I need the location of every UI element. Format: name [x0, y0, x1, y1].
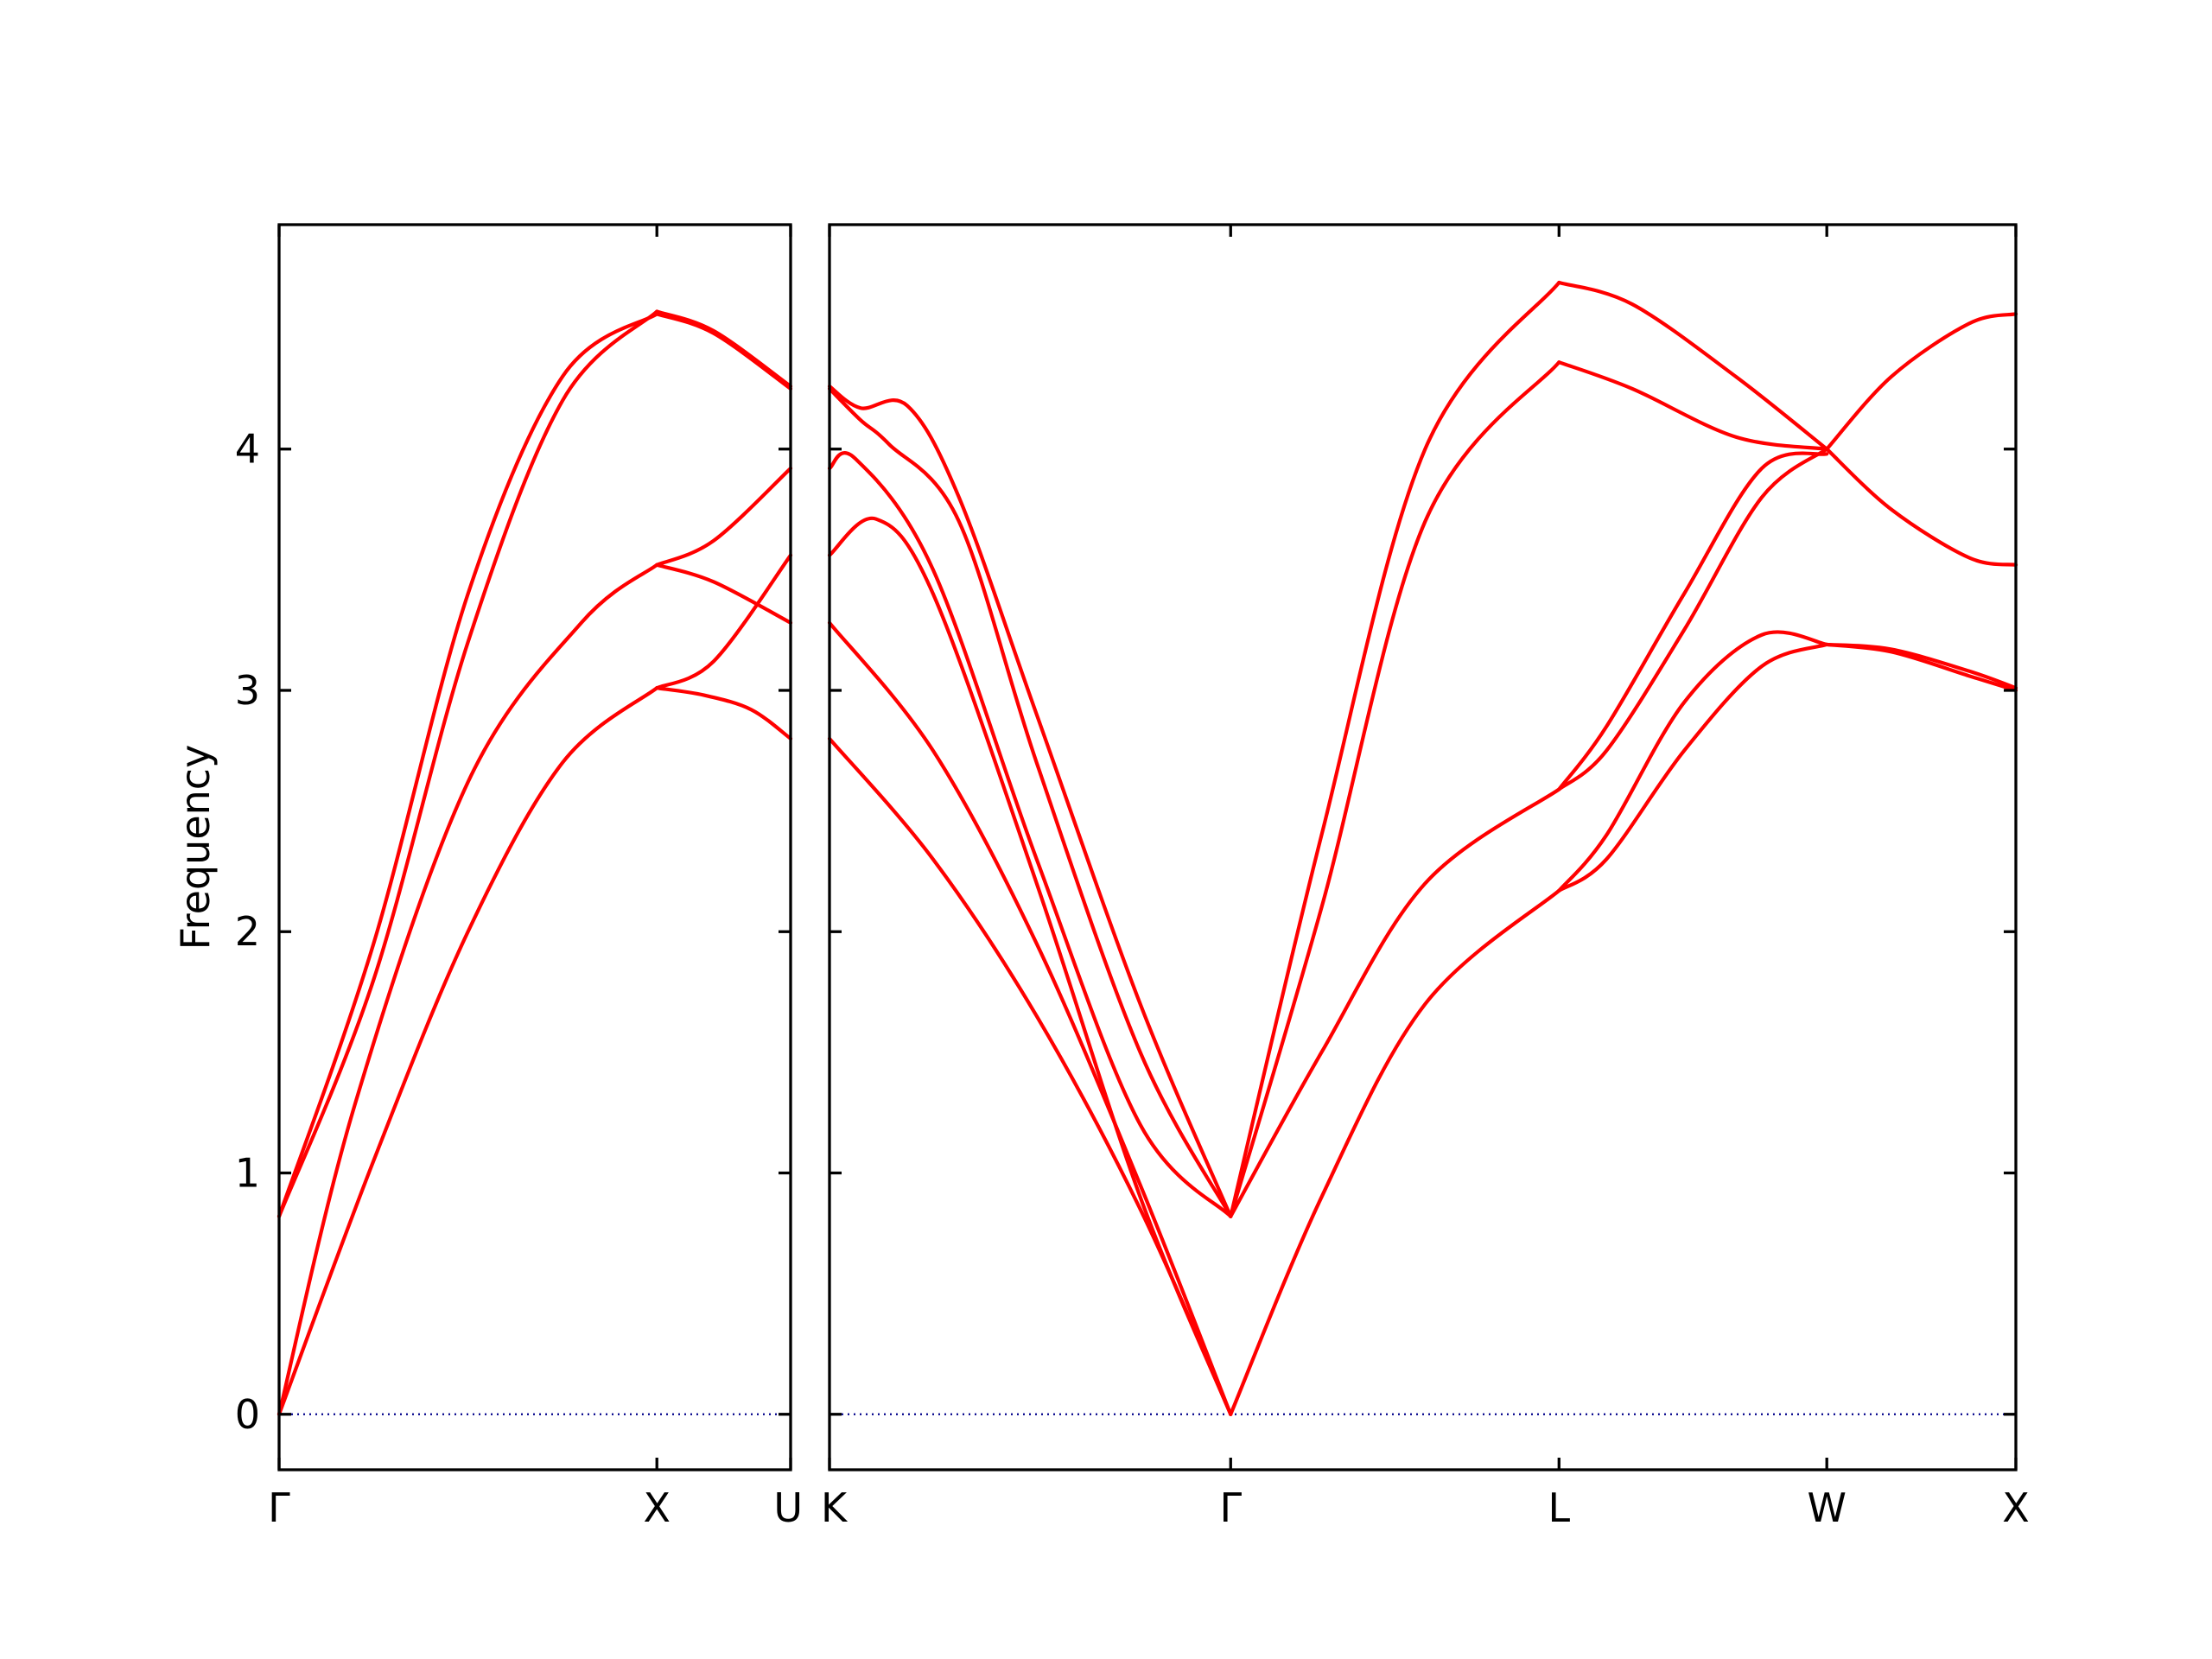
phonon-band-line: [827, 386, 1233, 1218]
phonon-band-line: [655, 563, 793, 625]
phonon-band-line: [655, 686, 793, 741]
phonon-band-line: [1825, 312, 2018, 451]
phonon-band-line: [827, 451, 1233, 1218]
plot-frame: [277, 223, 792, 1471]
chart-panel-left: 0 1 2 3 4 Γ X U: [235, 223, 803, 1531]
phonon-band-line: [1229, 888, 1561, 1416]
y-tick-label: 2: [235, 908, 260, 955]
phonon-band-line: [1557, 360, 1829, 451]
phonon-band-line: [1557, 451, 1829, 791]
x-tick-label: W: [1807, 1484, 1846, 1531]
x-tick-label: X: [643, 1484, 671, 1531]
y-tick-label: 3: [235, 667, 260, 714]
phonon-band-line: [1557, 447, 1829, 791]
x-tick-label: Γ: [268, 1484, 290, 1531]
y-tick-label: 0: [235, 1391, 260, 1438]
x-tick-label: K: [821, 1484, 849, 1531]
y-axis-label: Frequency: [172, 745, 219, 950]
phonon-band-line: [655, 553, 793, 690]
phonon-band-line: [1557, 280, 1829, 451]
phonon-band-line: [1229, 280, 1561, 1218]
phonon-band-line: [1557, 630, 1829, 893]
phonon-band-line: [1825, 447, 2018, 567]
phonon-band-line: [655, 309, 793, 389]
phonon-band-line: [276, 563, 659, 1416]
x-tick-label: Γ: [1219, 1484, 1242, 1531]
x-tick-label: X: [2002, 1484, 2030, 1531]
phonon-band-line: [655, 312, 793, 391]
phonon-band-line: [827, 516, 1233, 1416]
y-tick-label: 4: [235, 426, 260, 473]
phonon-band-line: [1229, 360, 1561, 1218]
phonon-band-line: [827, 385, 1233, 1218]
phonon-band-line: [276, 686, 659, 1416]
phonon-band-line: [655, 466, 793, 567]
phonon-band-line: [276, 309, 659, 1218]
phonon-band-line: [827, 620, 1233, 1416]
y-tick-label: 1: [235, 1150, 260, 1197]
x-tick-label: U: [773, 1484, 803, 1531]
phonon-band-line: [276, 312, 659, 1218]
plot-frame: [828, 223, 2018, 1471]
phonon-band-line: [1229, 787, 1561, 1218]
phonon-band-line: [1557, 642, 1829, 893]
x-tick-label: L: [1548, 1484, 1570, 1531]
phonon-band-line: [1825, 642, 2018, 693]
